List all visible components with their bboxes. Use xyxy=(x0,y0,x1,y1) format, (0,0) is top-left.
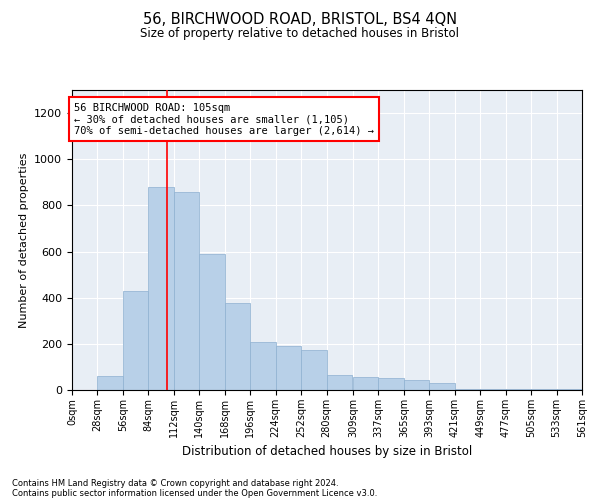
Text: 56 BIRCHWOOD ROAD: 105sqm
← 30% of detached houses are smaller (1,105)
70% of se: 56 BIRCHWOOD ROAD: 105sqm ← 30% of detac… xyxy=(74,102,374,136)
Bar xyxy=(480,389,506,390)
Bar xyxy=(123,291,148,390)
X-axis label: Distribution of detached houses by size in Bristol: Distribution of detached houses by size … xyxy=(182,446,472,458)
Bar xyxy=(250,342,275,390)
Bar xyxy=(353,378,379,390)
Bar xyxy=(301,350,326,390)
Y-axis label: Number of detached properties: Number of detached properties xyxy=(19,152,29,328)
Bar xyxy=(404,380,429,390)
Bar xyxy=(199,254,225,390)
Bar xyxy=(506,389,531,390)
Bar xyxy=(225,304,250,390)
Text: 56, BIRCHWOOD ROAD, BRISTOL, BS4 4QN: 56, BIRCHWOOD ROAD, BRISTOL, BS4 4QN xyxy=(143,12,457,28)
Bar xyxy=(379,378,404,390)
Bar xyxy=(97,376,123,390)
Bar xyxy=(326,375,352,390)
Bar xyxy=(531,389,557,390)
Bar xyxy=(174,192,199,390)
Bar xyxy=(557,389,582,390)
Bar xyxy=(275,346,301,390)
Bar xyxy=(148,187,174,390)
Text: Contains HM Land Registry data © Crown copyright and database right 2024.: Contains HM Land Registry data © Crown c… xyxy=(12,478,338,488)
Bar xyxy=(455,389,480,390)
Text: Contains public sector information licensed under the Open Government Licence v3: Contains public sector information licen… xyxy=(12,488,377,498)
Text: Size of property relative to detached houses in Bristol: Size of property relative to detached ho… xyxy=(140,28,460,40)
Bar xyxy=(429,383,455,390)
